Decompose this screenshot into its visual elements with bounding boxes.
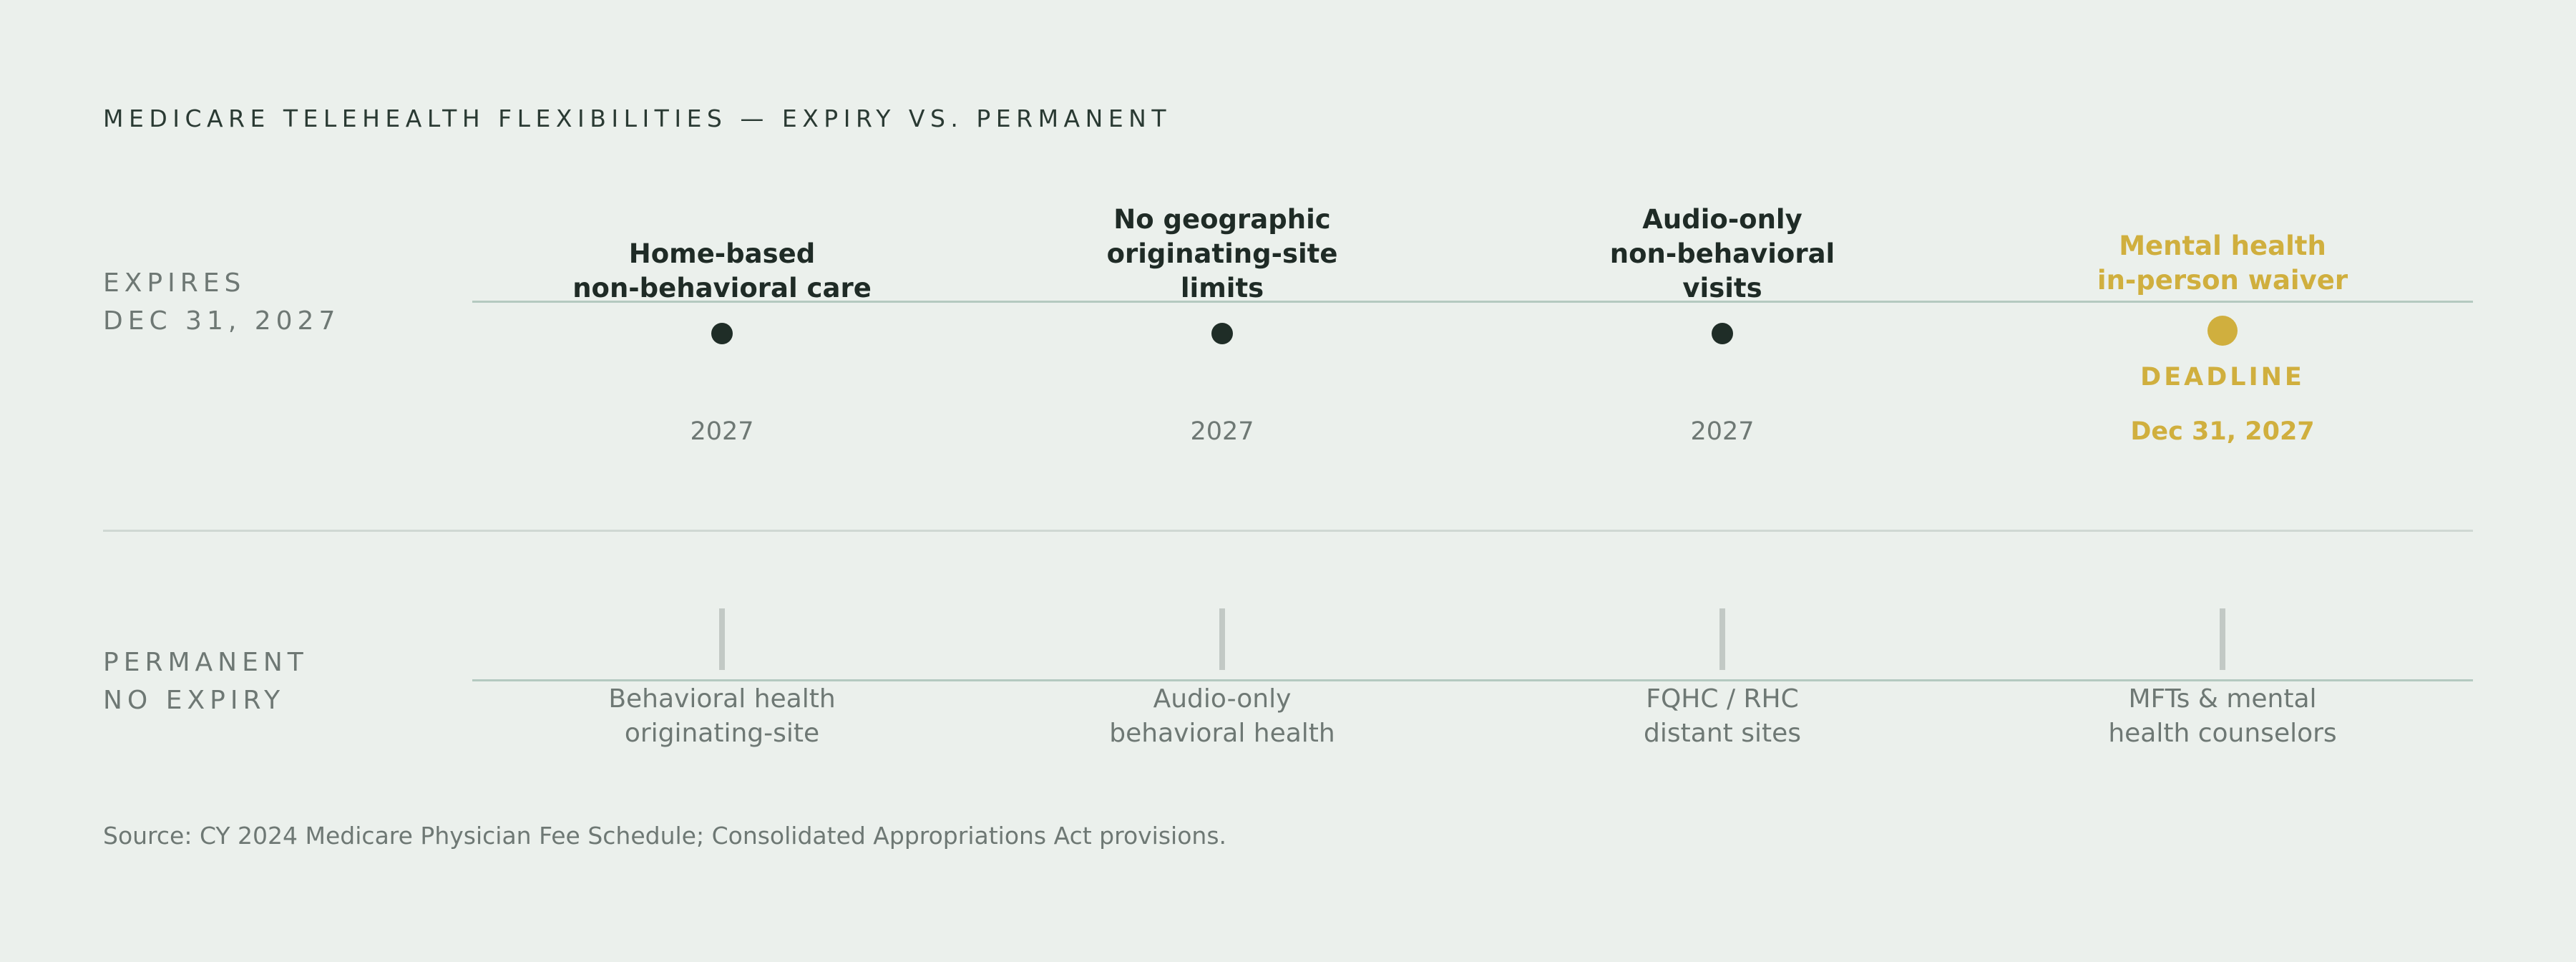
permanent-tick-3	[1719, 608, 1725, 670]
row-label-permanent: PERMANENT NO EXPIRY	[103, 643, 308, 719]
milestone-label-line: Audio-only	[1642, 204, 1802, 235]
milestone-dot-highlight	[2207, 316, 2238, 346]
source-note: Source: CY 2024 Medicare Physician Fee S…	[103, 822, 1226, 850]
permanent-label-3: FQHC / RHC distant sites	[1508, 682, 1937, 751]
permanent-label-4: MFTs & mental health counselors	[2008, 682, 2437, 751]
milestone-label-line: No geographic	[1113, 204, 1331, 235]
row-label-line: EXPIRES	[103, 268, 246, 298]
permanent-label-line: distant sites	[1644, 719, 1801, 748]
milestone-label-4: Mental health in-person waiver	[2008, 229, 2437, 298]
milestone-year-1: 2027	[690, 417, 754, 446]
milestone-dot-1	[711, 323, 733, 344]
permanent-track-line	[472, 679, 2473, 681]
permanent-tick-1	[719, 608, 725, 670]
permanent-label-line: MFTs & mental	[2128, 684, 2317, 714]
milestone-label-line: limits	[1180, 273, 1264, 303]
expires-track-line	[472, 301, 2473, 303]
permanent-tick-2	[1219, 608, 1225, 670]
deadline-date: Dec 31, 2027	[2130, 417, 2315, 446]
milestone-label-line: originating-site	[1106, 238, 1338, 269]
milestone-label-line: non-behavioral	[1609, 238, 1835, 269]
milestone-dot-3	[1712, 323, 1733, 344]
section-divider	[103, 530, 2473, 532]
permanent-label-1: Behavioral health originating-site	[507, 682, 937, 751]
permanent-label-line: FQHC / RHC	[1646, 684, 1799, 714]
permanent-label-line: originating-site	[624, 719, 820, 748]
permanent-label-line: health counselors	[2108, 719, 2337, 748]
milestone-label-line: visits	[1682, 273, 1762, 303]
row-label-line: DEC 31, 2027	[103, 306, 341, 336]
permanent-tick-4	[2220, 608, 2225, 670]
permanent-label-line: Behavioral health	[608, 684, 836, 714]
milestone-label-line: Home-based	[628, 238, 816, 269]
milestone-year-3: 2027	[1690, 417, 1755, 446]
milestone-label-line: Mental health	[2119, 230, 2326, 261]
deadline-tag: DEADLINE	[2140, 363, 2305, 392]
row-label-line: PERMANENT	[103, 648, 308, 677]
permanent-label-2: Audio-only behavioral health	[1008, 682, 1437, 751]
milestone-dot-2	[1211, 323, 1233, 344]
milestone-label-1: Home-based non-behavioral care	[507, 237, 937, 306]
milestone-year-2: 2027	[1190, 417, 1254, 446]
milestone-label-2: No geographic originating-site limits	[1008, 203, 1437, 306]
milestone-label-line: non-behavioral care	[572, 273, 872, 303]
permanent-label-line: behavioral health	[1109, 719, 1335, 748]
milestone-label-3: Audio-only non-behavioral visits	[1508, 203, 1937, 306]
row-label-expires: EXPIRES DEC 31, 2027	[103, 264, 340, 340]
permanent-label-line: Audio-only	[1153, 684, 1292, 714]
chart-title: MEDICARE TELEHEALTH FLEXIBILITIES — EXPI…	[103, 105, 1172, 132]
row-label-line: NO EXPIRY	[103, 686, 286, 715]
milestone-label-line: in-person waiver	[2097, 265, 2348, 296]
